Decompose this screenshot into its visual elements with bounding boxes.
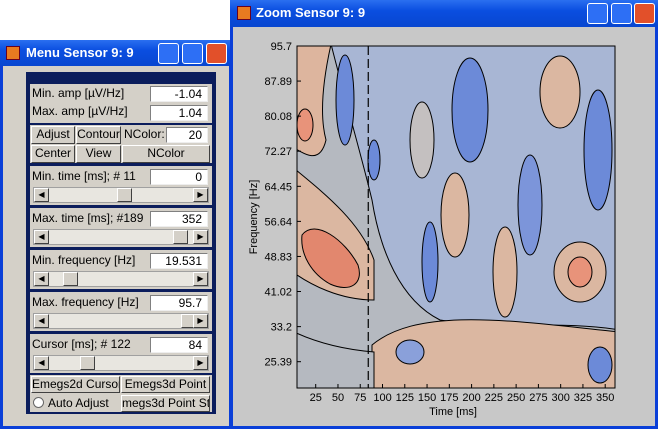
- y-axis-label: Frequency [Hz]: [248, 180, 260, 255]
- radio-label: Auto Adjust: [48, 396, 109, 410]
- label: Max. time [ms]; #189: [32, 211, 144, 225]
- plot-frame: [296, 45, 616, 389]
- close-button[interactable]: [634, 3, 655, 24]
- button[interactable]: Emegs3d Point: [121, 376, 210, 393]
- y-tick-label: 72.27: [264, 146, 292, 158]
- maximize-button[interactable]: [182, 43, 203, 64]
- text-field[interactable]: 19.531: [150, 253, 208, 269]
- slider-thumb[interactable]: [117, 188, 132, 202]
- slider-thumb[interactable]: [80, 356, 95, 370]
- button[interactable]: Emegs2d Cursor: [31, 376, 120, 393]
- label: Min. frequency [Hz]: [32, 253, 136, 267]
- label: Min. amp [µV/Hz]: [32, 86, 125, 100]
- label: Min. time [ms]; # 11: [32, 169, 136, 183]
- x-tick-label: 200: [462, 392, 480, 404]
- slider-thumb[interactable]: [173, 230, 188, 244]
- label: NColor:: [124, 127, 165, 141]
- y-tick-label: 33.2: [271, 322, 292, 334]
- button[interactable]: NColor: [122, 145, 210, 163]
- slider[interactable]: ◀ ▶: [33, 271, 209, 287]
- text-field[interactable]: 1.04: [150, 105, 208, 121]
- label: Max. amp [µV/Hz]: [32, 104, 128, 118]
- y-tick-label: 41.02: [264, 287, 292, 299]
- x-tick-label: 325: [574, 392, 592, 404]
- slider-arrow-left[interactable]: ◀: [34, 230, 49, 244]
- app-icon: [6, 46, 20, 60]
- y-tick-label: 64.45: [264, 181, 292, 193]
- label: Max. frequency [Hz]: [32, 295, 139, 309]
- x-tick-label: 250: [507, 392, 525, 404]
- text-field[interactable]: 0: [150, 169, 208, 185]
- text-field[interactable]: -1.04: [150, 86, 208, 102]
- contour-fill: [297, 46, 615, 388]
- slider-arrow-right[interactable]: ▶: [193, 188, 208, 202]
- button[interactable]: megs3d Point Sta: [121, 395, 210, 412]
- x-axis-label: Time [ms]: [429, 406, 477, 418]
- x-tick-label: 300: [551, 392, 569, 404]
- slider-arrow-right[interactable]: ▶: [193, 314, 208, 328]
- x-tick-label: 175: [440, 392, 458, 404]
- x-tick-label: 50: [332, 392, 344, 404]
- slider-arrow-left[interactable]: ◀: [34, 356, 49, 370]
- y-tick-label: 80.08: [264, 111, 292, 123]
- y-tick-label: 95.7: [271, 41, 292, 53]
- slider-arrow-left[interactable]: ◀: [34, 188, 49, 202]
- maximize-button[interactable]: [611, 3, 632, 24]
- text-field[interactable]: 20: [166, 127, 208, 143]
- minimize-button[interactable]: [158, 43, 179, 64]
- slider[interactable]: ◀ ▶: [33, 355, 209, 371]
- y-tick-label: 25.39: [264, 357, 292, 369]
- x-tick-label: 150: [418, 392, 436, 404]
- contour-plot: Time [ms] Frequency [Hz] 25 50 75 100 125 150…: [248, 41, 616, 418]
- x-tick-label: 100: [373, 392, 391, 404]
- slider[interactable]: ◀ ▶: [33, 187, 209, 203]
- x-tick-label: 25: [310, 392, 322, 404]
- zoom-title-bar: Zoom Sensor 9: 9: [230, 0, 658, 27]
- close-button[interactable]: [206, 43, 227, 64]
- slider-arrow-left[interactable]: ◀: [34, 314, 49, 328]
- button[interactable]: Contour: [76, 126, 121, 144]
- app-icon: [237, 6, 251, 20]
- x-tick-label: 275: [529, 392, 547, 404]
- radio-button[interactable]: [33, 397, 44, 408]
- minimize-button[interactable]: [587, 3, 608, 24]
- slider-arrow-right[interactable]: ▶: [193, 356, 208, 370]
- slider[interactable]: ◀ ▶: [33, 313, 209, 329]
- y-tick-label: 48.83: [264, 251, 292, 263]
- slider-thumb[interactable]: [63, 272, 78, 286]
- button[interactable]: Center: [31, 145, 75, 163]
- text-field[interactable]: 84: [150, 337, 208, 353]
- slider-arrow-right[interactable]: ▶: [193, 272, 208, 286]
- x-tick-label: 75: [354, 392, 366, 404]
- label: Cursor [ms]; # 122: [32, 337, 131, 351]
- x-tick-label: 350: [596, 392, 614, 404]
- button[interactable]: View: [76, 145, 121, 163]
- text-field[interactable]: 95.7: [150, 295, 208, 311]
- y-tick-label: 87.89: [264, 76, 292, 88]
- slider-arrow-left[interactable]: ◀: [34, 272, 49, 286]
- x-tick-label: 125: [396, 392, 414, 404]
- x-tick-label: 225: [485, 392, 503, 404]
- y-tick-label: 56.64: [264, 216, 292, 228]
- button[interactable]: Adjust: [31, 126, 75, 144]
- slider[interactable]: ◀ ▶: [33, 229, 209, 245]
- text-field[interactable]: 352: [150, 211, 208, 227]
- slider-arrow-right[interactable]: ▶: [193, 230, 208, 244]
